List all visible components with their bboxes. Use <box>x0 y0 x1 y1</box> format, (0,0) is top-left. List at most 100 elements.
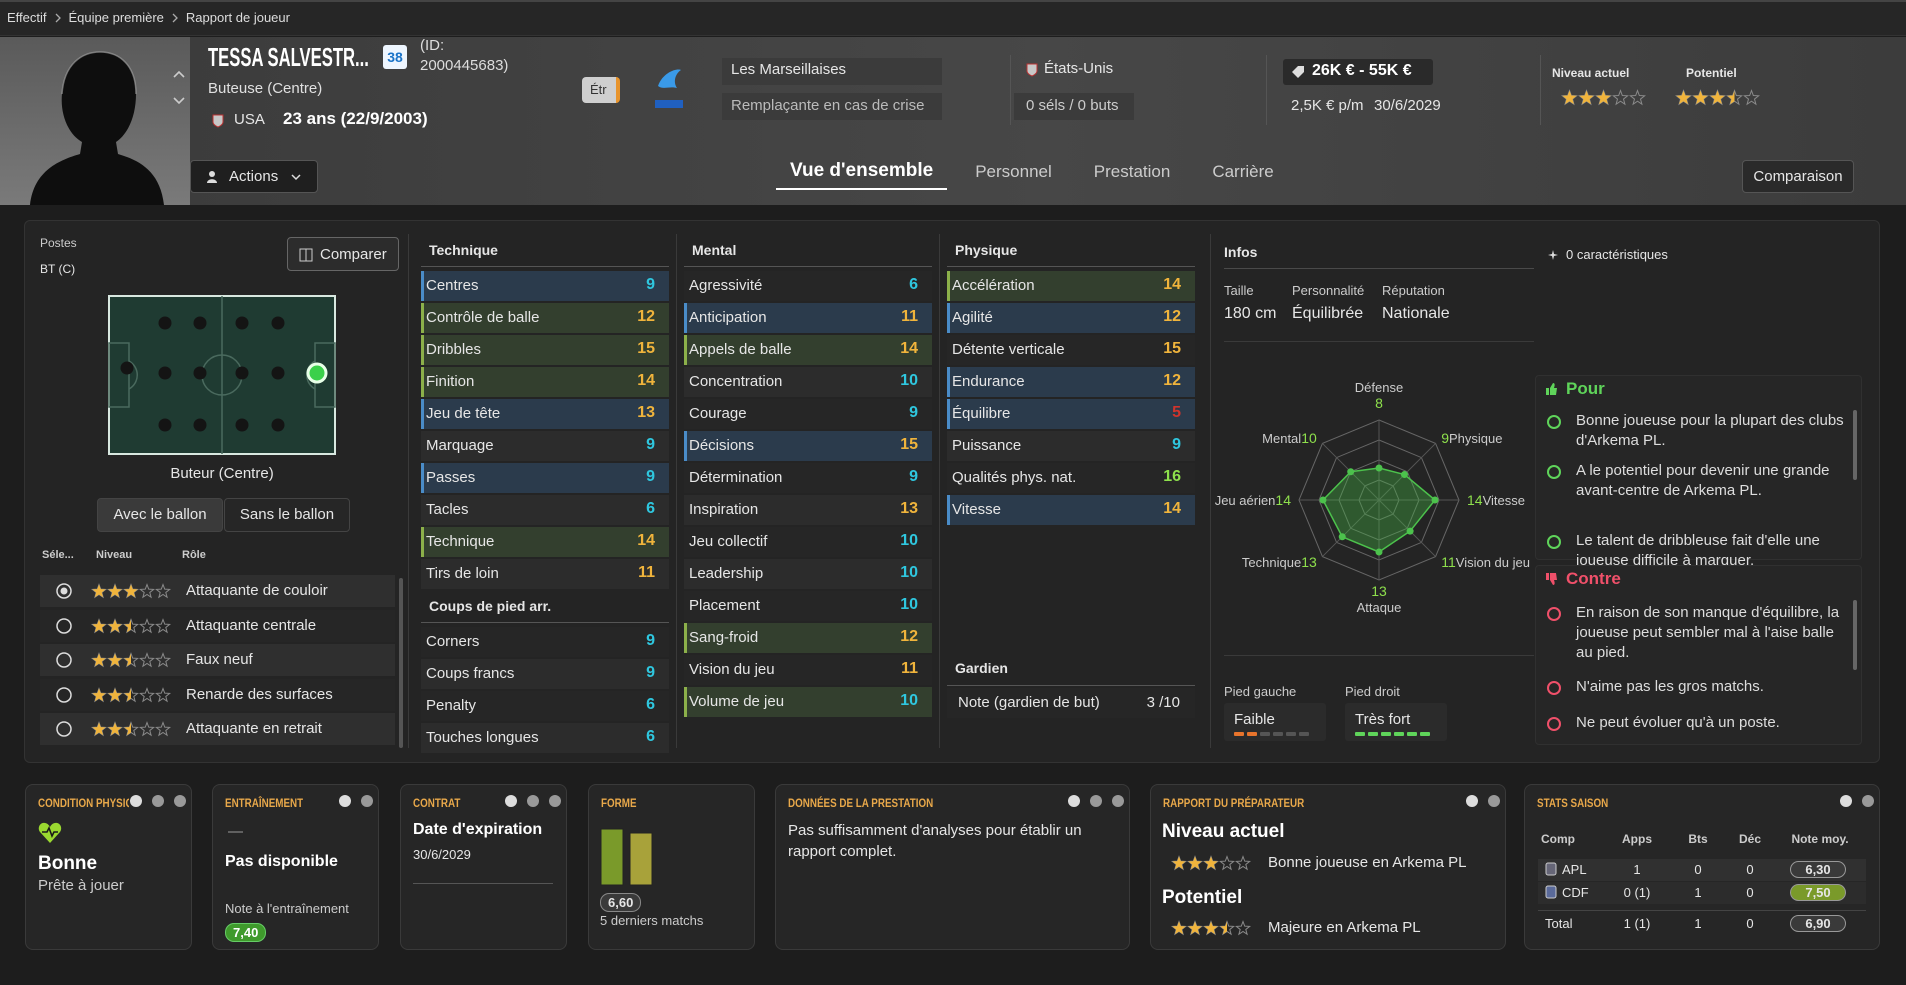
star-rating <box>90 617 172 633</box>
card-page-dot[interactable] <box>505 795 517 807</box>
card-page-dot[interactable] <box>1112 795 1124 807</box>
card-page-dot[interactable] <box>549 795 561 807</box>
flag <box>1026 63 1038 77</box>
radar-axis-label: Jeu aérien14 <box>1215 492 1292 508</box>
card-page-dot[interactable] <box>527 795 539 807</box>
breadcrumb-item[interactable]: Rapport de joueur <box>185 10 290 25</box>
foot-level-bar <box>1407 732 1417 736</box>
star-empty <box>1234 855 1252 871</box>
divider <box>947 266 1195 267</box>
attribute-value: 6 <box>646 500 655 517</box>
attribute-row <box>421 627 669 657</box>
pulse <box>42 826 58 838</box>
item-icon <box>1547 681 1561 695</box>
radar-axis-value: 8 <box>1375 395 1383 411</box>
star-empty <box>154 583 172 599</box>
card-page-dot[interactable] <box>1090 795 1102 807</box>
divider <box>1224 341 1534 342</box>
attribute-row <box>947 495 1195 525</box>
logo-bird <box>658 69 681 88</box>
star <box>108 584 122 598</box>
attribute-name: Qualités phys. nat. <box>952 469 1077 486</box>
pitch-line <box>128 360 138 390</box>
competition-icon <box>1545 862 1557 876</box>
breadcrumb-item[interactable]: Effectif <box>7 10 47 25</box>
foot-level-bar <box>1394 732 1404 736</box>
radar-axis-name: Attaque <box>1357 600 1402 615</box>
card <box>775 784 1130 950</box>
card-page-dot[interactable] <box>1068 795 1080 807</box>
card-page-dot[interactable] <box>1862 795 1874 807</box>
position-dot <box>193 366 207 380</box>
radar-axis-name: Jeu aérien <box>1215 493 1276 508</box>
card-page-dot[interactable] <box>174 795 186 807</box>
card-page-dot[interactable] <box>339 795 351 807</box>
star-rating <box>90 652 172 668</box>
foot-rating: Faible <box>1234 711 1275 728</box>
season-cell: 0 <box>1746 885 1754 900</box>
attribute-row <box>684 367 932 397</box>
comparison-button[interactable]: Comparaison <box>1742 160 1854 193</box>
attribute-name: Contrôle de balle <box>426 309 540 326</box>
radio <box>56 617 72 634</box>
attribute-row <box>684 335 932 365</box>
divider <box>1538 910 1866 911</box>
pros-item-icon <box>1547 415 1561 429</box>
tab[interactable]: Personnel <box>975 162 1052 181</box>
radar-axis-label: 11Vision du jeu <box>1441 554 1530 570</box>
foot-label: Pied droit <box>1345 684 1400 699</box>
star-fill <box>92 619 106 632</box>
goalkeeper-rating: 3 /10 <box>1146 694 1180 711</box>
ball-toggle[interactable]: Avec le ballon <box>97 498 223 532</box>
star-rating <box>1561 89 1646 106</box>
ball-toggle[interactable]: Sans le ballon <box>224 498 350 532</box>
attribute-value: 9 <box>1172 436 1181 453</box>
attribute-value: 11 <box>638 564 655 581</box>
tag <box>1292 66 1304 78</box>
attribute-name: Courage <box>689 405 747 422</box>
attribute-name: Appels de balle <box>689 341 792 358</box>
tab[interactable]: Vue d'ensemble <box>776 160 948 190</box>
scrollbar <box>1853 410 1857 480</box>
tab[interactable]: Prestation <box>1093 162 1171 181</box>
radar-axis-label: Mental10 <box>1262 430 1317 446</box>
attribute-value: 6 <box>909 276 918 293</box>
item-icon <box>1547 717 1561 731</box>
flag-icon <box>212 114 224 128</box>
coach-potential-text: Majeure en Arkema PL <box>1268 919 1421 936</box>
card-page-dot[interactable] <box>1840 795 1852 807</box>
tab[interactable]: Carrière <box>1212 162 1274 181</box>
card-page-dot[interactable] <box>1488 795 1500 807</box>
attribute-name: Jeu de tête <box>426 405 501 422</box>
attribute-row <box>421 691 669 721</box>
pitch-line <box>108 342 130 408</box>
radio-dot <box>60 587 68 595</box>
card-page-dot[interactable] <box>152 795 164 807</box>
role-name: Attaquante de couloir <box>186 582 328 599</box>
attribute-name: Puissance <box>952 437 1022 454</box>
position-dot <box>158 366 172 380</box>
star-fill <box>92 584 106 598</box>
star-fill <box>124 653 131 667</box>
attribute-value: 13 <box>900 500 918 517</box>
card-page-dot[interactable] <box>361 795 373 807</box>
attribute-row <box>947 271 1195 301</box>
card-page-dot[interactable] <box>1466 795 1478 807</box>
cons-item-icon <box>1547 681 1561 695</box>
star-empty <box>154 686 172 702</box>
positions-value: BT (C) <box>40 262 76 276</box>
attribute-name: Centres <box>426 277 479 294</box>
card-page-dot[interactable] <box>130 795 142 807</box>
season-rating: 6,90 <box>1790 915 1846 932</box>
star-fill <box>108 688 122 701</box>
chevron-up <box>173 70 185 78</box>
attribute-name: Vision du jeu <box>689 661 775 678</box>
radar-axis-label: 14Vitesse <box>1467 492 1525 508</box>
actions-button[interactable]: Actions <box>190 160 318 193</box>
star-fill <box>1693 90 1708 105</box>
breadcrumb-item[interactable]: Équipe première <box>68 10 164 25</box>
positions-label: Postes <box>40 236 77 250</box>
compare-button[interactable]: Comparer <box>287 237 399 271</box>
attribute-value: 9 <box>646 632 655 649</box>
foot-level-bar <box>1368 732 1378 736</box>
